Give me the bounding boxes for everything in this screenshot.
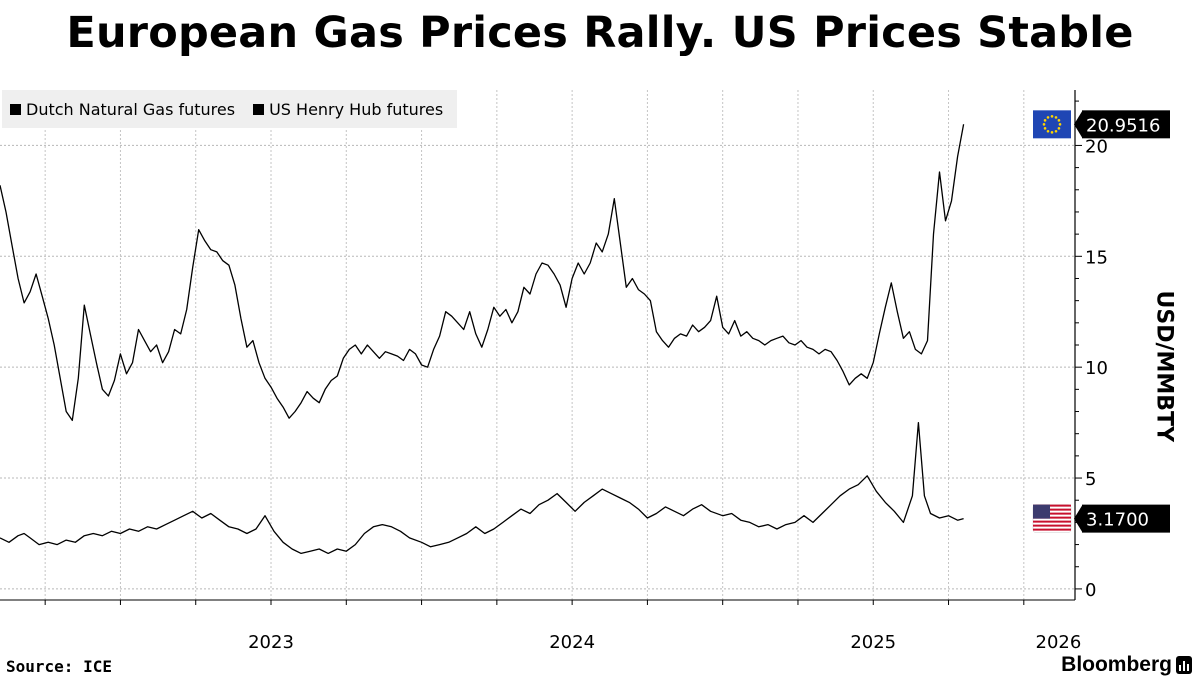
legend-swatch xyxy=(253,103,265,115)
y-tick-label: 10 xyxy=(1085,358,1108,379)
axes: 0 5 10 15 20 2023 2024 2025 2026 xyxy=(0,90,1108,653)
flag-background xyxy=(1033,110,1071,139)
y-tick-label: 20 xyxy=(1085,136,1108,157)
flag-stripe xyxy=(1033,508,1071,511)
eu-flag-icon xyxy=(1033,110,1071,139)
flag-star xyxy=(1043,127,1047,130)
flag-star xyxy=(1054,129,1058,133)
y-axis-label: USD/MMBTY xyxy=(1151,290,1177,443)
dutch-gas-line xyxy=(0,124,965,422)
legend-label: US Henry Hub futures xyxy=(269,99,444,119)
value-label: 20.9516 xyxy=(1086,115,1160,136)
flag-star xyxy=(1057,119,1061,122)
flag-star xyxy=(1046,129,1050,133)
flag-stripe xyxy=(1033,512,1071,515)
y-tick-label: 5 xyxy=(1085,469,1096,490)
flag-star xyxy=(1058,123,1062,126)
value-labels: 20.9516 3.1700 xyxy=(1032,110,1170,533)
x-tick-label: 2026 xyxy=(1036,632,1082,653)
gridlines xyxy=(0,90,1075,600)
henry-hub-line xyxy=(0,421,964,555)
bloomberg-bars-icon xyxy=(1176,656,1192,674)
value-label-pointer xyxy=(1074,505,1082,532)
flag-stripe xyxy=(1033,504,1071,507)
value-label-box xyxy=(1082,504,1170,533)
x-tick-label: 2025 xyxy=(850,632,896,653)
flag-star xyxy=(1057,127,1061,130)
legend-item-dutch-gas: Dutch Natural Gas futures xyxy=(10,100,235,119)
flag-star xyxy=(1046,116,1050,119)
us-flag-icon xyxy=(1032,504,1072,533)
value-label-box xyxy=(1082,110,1170,139)
flag-star xyxy=(1054,116,1058,119)
flag-star xyxy=(1042,123,1046,126)
flag-star xyxy=(1050,115,1054,118)
flag-canton xyxy=(1033,504,1050,519)
x-tick-label: 2024 xyxy=(549,632,595,653)
flag-stripe xyxy=(1033,520,1071,523)
flag-star xyxy=(1050,131,1054,134)
legend-item-henry-hub: US Henry Hub futures xyxy=(253,100,443,119)
x-tick-label: 2023 xyxy=(248,632,294,653)
legend-label: Dutch Natural Gas futures xyxy=(26,99,236,119)
y-tick-label: 0 xyxy=(1085,580,1096,601)
flag-stripe xyxy=(1033,524,1071,527)
value-label-pointer xyxy=(1074,111,1082,138)
source-note: Source: ICE xyxy=(6,657,112,676)
legend: Dutch Natural Gas futures US Henry Hub f… xyxy=(2,90,457,128)
brand-logo: Bloomberg xyxy=(1061,653,1192,677)
flag-stripe xyxy=(1033,516,1071,519)
flag-stripe xyxy=(1033,528,1071,531)
legend-swatch xyxy=(10,103,21,115)
y-tick-label: 15 xyxy=(1085,247,1108,268)
brand-name: Bloomberg xyxy=(1061,653,1172,676)
flag-star xyxy=(1043,119,1047,122)
value-label: 3.1700 xyxy=(1086,510,1149,531)
series-lines xyxy=(0,124,965,555)
chart-title: European Gas Prices Rally. US Prices Sta… xyxy=(66,8,1134,58)
